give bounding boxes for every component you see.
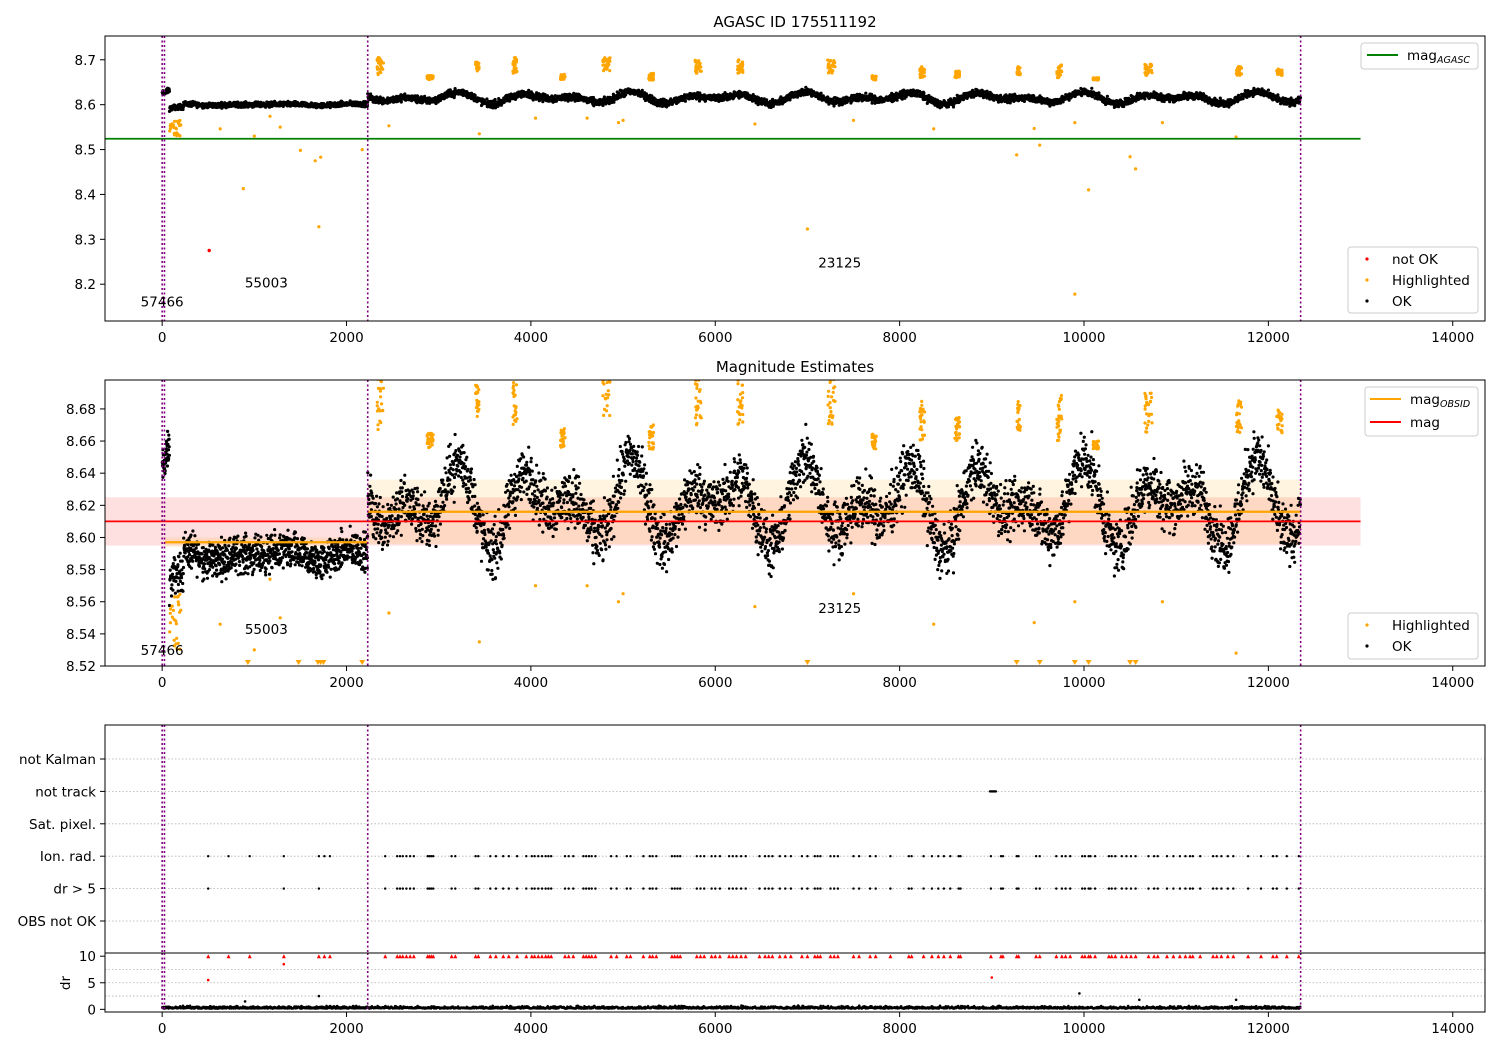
highlighted-point (826, 58, 830, 62)
highlighted-point (562, 77, 566, 81)
highlighted-point (922, 70, 926, 75)
highlighted-point (376, 71, 380, 75)
ok-point (900, 97, 904, 101)
highlighted-point (429, 75, 433, 79)
highlighted-point (956, 69, 960, 73)
highlighted-point (513, 63, 517, 67)
highlighted-point (608, 56, 612, 60)
highlighted-point (602, 67, 607, 71)
highlighted-point (426, 75, 430, 79)
ok-point (181, 107, 185, 112)
ok-point (870, 101, 874, 105)
ok-point (1090, 86, 1094, 90)
ok-point (819, 91, 823, 95)
ok-point (601, 103, 605, 107)
highlighted-point (741, 68, 745, 72)
highlighted-point (697, 59, 701, 63)
highlighted-point (651, 78, 655, 82)
ok-point (922, 91, 926, 95)
highlighted-point (559, 77, 563, 81)
highlighted-point (560, 74, 564, 78)
ok-point (602, 95, 606, 99)
ok-point (650, 94, 654, 98)
highlighted-point (513, 68, 518, 72)
ok-point (527, 88, 531, 92)
highlighted-point (605, 59, 609, 63)
ok-point (765, 98, 769, 102)
ok-point (1241, 97, 1245, 101)
highlighted-point (380, 65, 384, 69)
ok-point (493, 97, 497, 102)
ok-point (1105, 94, 1109, 98)
highlighted-point (694, 71, 699, 75)
highlighted-point (1016, 68, 1020, 72)
highlighted-point (381, 61, 385, 65)
highlighted-point (737, 68, 742, 72)
ok-point (1116, 105, 1121, 109)
ok-point (895, 98, 899, 102)
highlighted-point (699, 65, 703, 69)
highlighted-point (826, 63, 830, 67)
ok-point (508, 99, 512, 103)
ok-point (591, 95, 595, 100)
ok-point (545, 94, 549, 98)
ok-point (1276, 93, 1280, 97)
ok-point (378, 95, 382, 99)
highlighted-point (736, 64, 740, 68)
ok-point (890, 91, 894, 95)
ok-point (759, 97, 764, 101)
highlighted-point (736, 60, 740, 64)
highlighted-point (603, 56, 607, 60)
highlighted-point (871, 76, 875, 80)
highlighted-point (919, 72, 923, 76)
highlighted-point (647, 76, 651, 80)
ok-point (1022, 99, 1026, 103)
ok-point (592, 104, 596, 108)
ok-point (366, 100, 370, 104)
ok-point (423, 94, 427, 98)
highlighted-point (608, 69, 612, 73)
ok-point (624, 93, 628, 97)
highlighted-point (1060, 70, 1064, 74)
highlighted-point (375, 67, 380, 71)
ok-point (832, 104, 836, 108)
ok-point (864, 91, 868, 95)
panel1-plot (105, 36, 1361, 321)
highlighted-point (741, 62, 745, 66)
highlighted-point (1058, 73, 1062, 77)
highlighted-point (375, 58, 379, 63)
ok-point (655, 104, 659, 108)
ok-point (612, 100, 616, 104)
highlighted-point (832, 61, 836, 65)
ok-point (821, 94, 825, 98)
highlighted-point (477, 65, 481, 69)
ok-point (852, 93, 856, 97)
ok-point (473, 93, 477, 97)
ok-point (1143, 97, 1147, 101)
highlighted-point (957, 74, 962, 78)
ok-point (1266, 88, 1270, 92)
ok-point (640, 88, 644, 92)
ok-point (399, 100, 403, 104)
ok-point (448, 88, 452, 92)
highlighted-point (1057, 69, 1061, 73)
highlighted-point (647, 73, 651, 77)
ok-point (840, 102, 845, 107)
highlighted-point (602, 60, 606, 64)
ok-point (167, 89, 171, 93)
ok-point (683, 99, 688, 103)
ok-point (491, 106, 495, 110)
highlighted-point (919, 75, 923, 79)
highlighted-point (920, 65, 924, 69)
highlighted-point (379, 71, 383, 75)
highlighted-point (1018, 72, 1022, 76)
panel1-title: AGASC ID 175511192 (713, 13, 876, 31)
highlighted-point (954, 73, 958, 77)
highlighted-point (379, 61, 383, 65)
highlighted-point (736, 71, 740, 75)
highlighted-point (829, 68, 833, 72)
highlighted-point (604, 63, 608, 67)
ok-point (644, 92, 649, 96)
